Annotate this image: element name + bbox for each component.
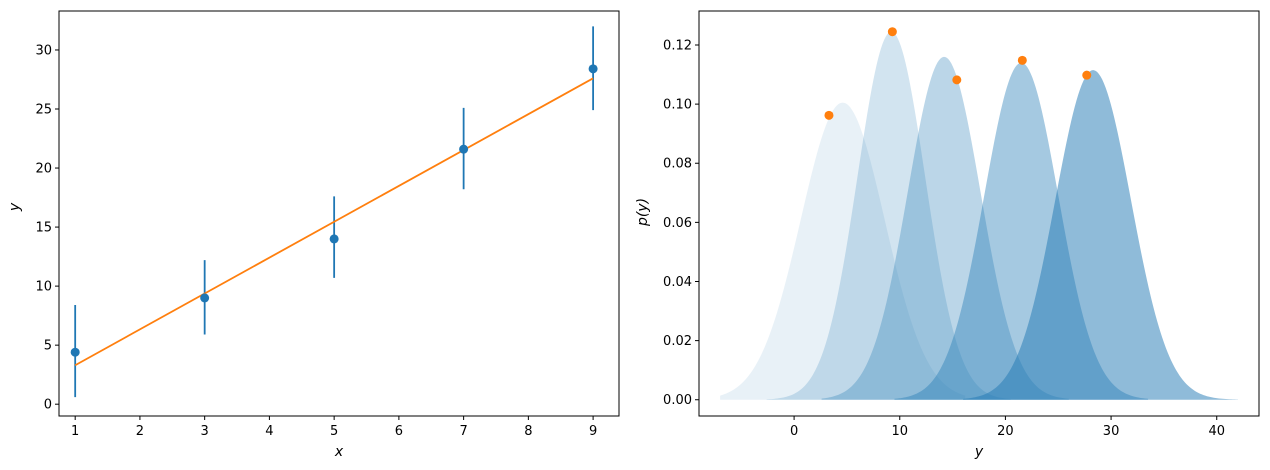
left-x-tick-label: 7 — [459, 424, 467, 439]
right-y-tick-label: 0.10 — [663, 98, 692, 113]
fit-line — [74, 77, 594, 367]
sample-point — [952, 75, 962, 85]
data-point — [588, 64, 598, 74]
left-y-tick-label: 5 — [44, 339, 52, 354]
left-x-tick-label: 9 — [589, 424, 597, 439]
left-x-tick-label: 5 — [330, 424, 338, 439]
left-y-tick-label: 15 — [35, 221, 52, 236]
right-x-axis-label: y — [974, 444, 984, 460]
right-y-tick-label: 0.04 — [663, 275, 692, 290]
left-x-tick-label: 3 — [201, 424, 209, 439]
data-point — [70, 347, 80, 357]
density-area — [821, 56, 1069, 400]
sample-point — [1082, 70, 1092, 80]
left-x-tick-label: 2 — [136, 424, 144, 439]
density-area — [963, 70, 1238, 400]
density-area — [766, 31, 1011, 400]
data-point — [459, 144, 469, 154]
right-plot-frame — [698, 10, 1260, 417]
left-y-tick-label: 25 — [35, 103, 52, 118]
left-y-tick-label: 30 — [35, 43, 52, 58]
right-plot-marks — [720, 27, 1238, 400]
right-axis-ticks: 0 10 20 30 40 0.00 0.02 0.04 0.06 0.08 0.10 0.12 — [663, 38, 1225, 439]
left-y-tick-label: 0 — [44, 398, 52, 413]
right-y-tick-label: 0.06 — [663, 216, 692, 231]
left-y-axis-label: y — [7, 202, 23, 212]
data-point — [200, 293, 210, 303]
right-x-tick-label: 40 — [1208, 424, 1225, 439]
data-point — [329, 234, 339, 244]
right-density-plot: 0 10 20 30 400.000.020.040.060.080.100.12 y … — [635, 10, 1260, 460]
left-x-axis-label: x — [334, 444, 344, 460]
right-x-tick-label: 0 — [790, 424, 798, 439]
left-plot-frame — [58, 10, 620, 417]
sample-point — [887, 27, 897, 37]
density-area — [894, 62, 1149, 400]
right-x-tick-label: 30 — [1103, 424, 1120, 439]
left-y-tick-label: 10 — [35, 280, 52, 295]
right-x-tick-label: 10 — [891, 424, 908, 439]
right-y-tick-label: 0.00 — [663, 393, 692, 408]
left-x-tick-label: 8 — [524, 424, 532, 439]
left-plot-marks — [70, 26, 598, 398]
right-x-tick-label: 20 — [997, 424, 1014, 439]
sample-point — [824, 110, 834, 120]
right-y-tick-label: 0.08 — [663, 157, 692, 172]
density-area — [720, 102, 966, 400]
left-x-tick-label: 6 — [395, 424, 403, 439]
left-x-tick-label: 1 — [71, 424, 79, 439]
right-y-axis-label: p(y) — [635, 198, 651, 227]
right-y-tick-label: 0.12 — [663, 38, 692, 53]
left-errorbar-plot: 1 2 3 4 5 6 7 8 9 0 5 10 15 20 25 30 x y — [7, 10, 620, 460]
left-x-tick-label: 4 — [265, 424, 273, 439]
right-y-tick-label: 0.02 — [663, 334, 692, 349]
left-y-tick-label: 20 — [35, 162, 52, 177]
sample-point — [1017, 55, 1027, 65]
left-axis-ticks: 1 2 3 4 5 6 7 8 9 0 5 10 15 20 25 30 — [35, 43, 597, 439]
